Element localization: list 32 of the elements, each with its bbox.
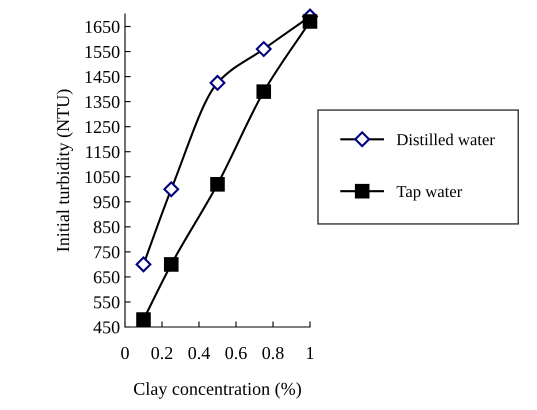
point <box>136 312 151 327</box>
y-tick-label: 650 <box>94 271 120 284</box>
point <box>164 257 179 272</box>
point <box>256 84 272 99</box>
y-tick-label: 1550 <box>86 46 120 58</box>
y-tick-label: 1650 <box>86 20 120 33</box>
point <box>210 74 226 91</box>
legend-label: Tap water <box>396 186 462 201</box>
y-tick-label: 950 <box>94 196 120 208</box>
point <box>302 14 318 29</box>
point <box>136 256 152 272</box>
y-tick-label: 1450 <box>86 70 120 84</box>
y-tick-label: 450 <box>93 321 120 334</box>
point <box>163 181 180 198</box>
y-tick-label: 850 <box>94 221 120 234</box>
x-tick-label: 0.6 <box>225 346 247 360</box>
x-tick-label: 1 <box>307 347 314 359</box>
y-tick-label: 550 <box>94 296 120 308</box>
legend-label: Distilled water <box>396 134 495 146</box>
point <box>210 176 225 192</box>
y-tick-label: 750 <box>94 246 120 258</box>
x-tick-label: 0 <box>121 346 129 360</box>
x-tick-label: 0.4 <box>188 346 210 360</box>
y-axis-title: Initial turbidity (NTU) <box>56 90 73 252</box>
y-tick-label: 1050 <box>86 171 120 184</box>
y-tick-label: 1250 <box>86 120 120 134</box>
x-tick-label: 0.8 <box>262 346 284 360</box>
x-axis-title: Clay concentration (%) <box>134 382 301 399</box>
x-tick-label: 0.2 <box>151 346 172 360</box>
point <box>256 41 272 57</box>
y-tick-label: 1150 <box>86 146 120 158</box>
y-tick-label: 1350 <box>86 96 120 108</box>
